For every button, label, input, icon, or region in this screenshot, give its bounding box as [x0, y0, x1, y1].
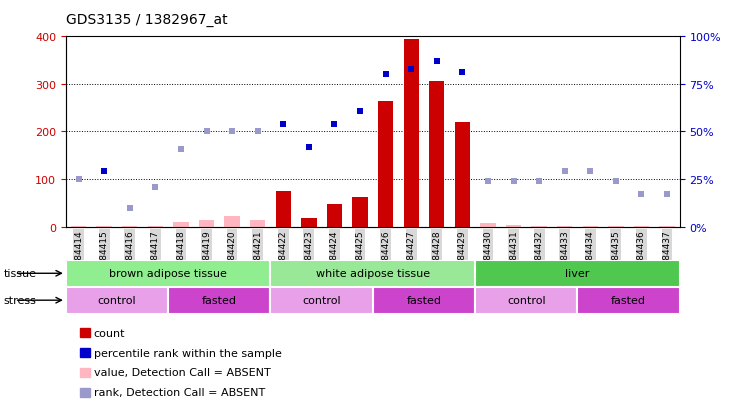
Bar	[327, 204, 342, 227]
Text: count: count	[94, 328, 125, 338]
Bar	[250, 220, 265, 227]
Bar	[66, 287, 168, 314]
Bar	[96, 226, 112, 227]
Text: rank, Detection Call = ABSENT: rank, Detection Call = ABSENT	[94, 387, 265, 397]
Point	[251, 129, 263, 135]
Bar	[199, 220, 214, 227]
Point	[558, 169, 570, 176]
Text: control: control	[98, 295, 136, 306]
Text: control: control	[507, 295, 545, 306]
Point	[277, 121, 289, 128]
Bar	[224, 217, 240, 227]
Bar	[480, 224, 496, 227]
Bar	[66, 260, 270, 287]
Text: GDS3135 / 1382967_at: GDS3135 / 1382967_at	[66, 13, 227, 27]
Text: fasted: fasted	[406, 295, 442, 306]
Point	[149, 184, 161, 190]
Bar	[404, 40, 419, 227]
Bar	[352, 198, 368, 227]
Bar	[276, 192, 291, 227]
Point	[431, 59, 442, 65]
Bar	[475, 287, 577, 314]
Point	[533, 178, 545, 185]
Point	[328, 121, 340, 128]
Point	[98, 169, 110, 176]
Bar	[475, 260, 680, 287]
Point	[456, 70, 468, 76]
Bar	[148, 226, 163, 227]
Point	[610, 178, 621, 185]
Point	[482, 178, 493, 185]
Text: value, Detection Call = ABSENT: value, Detection Call = ABSENT	[94, 368, 270, 377]
Point	[405, 66, 417, 73]
Bar	[168, 287, 270, 314]
Text: white adipose tissue: white adipose tissue	[316, 268, 430, 279]
Bar	[608, 226, 624, 227]
Text: tissue: tissue	[4, 269, 37, 279]
Bar	[122, 226, 137, 227]
Bar	[429, 82, 444, 227]
Text: brown adipose tissue: brown adipose tissue	[109, 268, 227, 279]
Point	[380, 72, 392, 78]
Text: stress: stress	[4, 296, 37, 306]
Bar	[557, 226, 572, 227]
Point	[661, 192, 673, 198]
Bar	[577, 287, 680, 314]
Bar	[583, 226, 598, 227]
Text: fasted: fasted	[202, 295, 237, 306]
Bar	[506, 226, 521, 227]
Point	[584, 169, 596, 176]
Point	[73, 176, 84, 183]
Point	[635, 192, 647, 198]
Point	[200, 129, 212, 135]
Bar	[455, 123, 470, 227]
Bar	[301, 218, 317, 227]
Bar	[634, 226, 649, 227]
Bar	[270, 260, 475, 287]
Point	[303, 144, 314, 151]
Bar	[531, 226, 547, 227]
Bar	[378, 101, 393, 227]
Text: fasted: fasted	[611, 295, 646, 306]
Point	[175, 146, 186, 152]
Bar	[173, 222, 189, 227]
Text: percentile rank within the sample: percentile rank within the sample	[94, 348, 281, 358]
Bar	[270, 287, 373, 314]
Bar	[373, 287, 475, 314]
Bar	[71, 226, 86, 227]
Text: control: control	[303, 295, 341, 306]
Bar	[659, 226, 675, 227]
Text: liver: liver	[565, 268, 590, 279]
Point	[226, 129, 238, 135]
Point	[354, 108, 366, 114]
Point	[124, 205, 136, 211]
Point	[507, 178, 519, 185]
